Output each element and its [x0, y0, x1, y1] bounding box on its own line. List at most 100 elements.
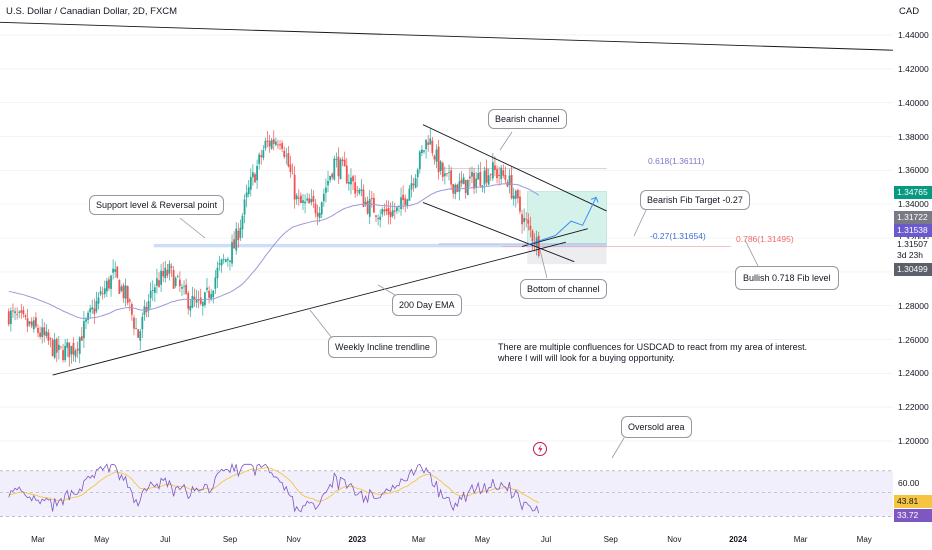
candle [373, 197, 375, 213]
candle [37, 327, 39, 333]
candle [212, 290, 215, 298]
candle [525, 218, 528, 220]
candle [471, 172, 473, 177]
candle [341, 159, 344, 162]
price-label: 1.31722 [894, 211, 932, 224]
support-pointer [179, 217, 206, 239]
long-resistance-line [0, 21, 894, 51]
candle [485, 168, 488, 183]
candle [362, 189, 365, 207]
oversold-callout[interactable]: Oversold area [621, 416, 692, 438]
candle [252, 172, 254, 178]
candle [314, 203, 317, 214]
candle [537, 235, 540, 256]
candle [318, 212, 321, 218]
candle [414, 178, 417, 188]
rebound-line [521, 228, 588, 247]
candle [118, 280, 121, 294]
candle [458, 181, 461, 192]
ema-callout[interactable]: 200 Day EMA [392, 294, 462, 316]
candle [214, 277, 217, 289]
price-label: 3d 23h [894, 250, 932, 261]
candle [160, 270, 162, 285]
x-tick-label: Jul [160, 535, 171, 544]
candle [508, 175, 511, 186]
candle [406, 199, 409, 206]
candle [333, 158, 336, 180]
y-tick-label: 1.22000 [898, 402, 929, 413]
candle [264, 140, 267, 149]
candle [222, 259, 225, 261]
candle [83, 321, 85, 339]
candle [393, 210, 396, 212]
rsi-pane [0, 462, 893, 517]
candle [45, 331, 48, 336]
candle [423, 150, 425, 152]
candle [410, 183, 413, 190]
candle [39, 332, 41, 337]
channel-top [422, 124, 607, 212]
candle [268, 140, 271, 147]
candle [122, 285, 125, 299]
candle [308, 198, 311, 204]
candle [335, 158, 338, 160]
candle [427, 142, 430, 145]
candle [312, 196, 315, 202]
candle [431, 140, 434, 153]
flash-icon[interactable] [533, 442, 547, 456]
bullish-fib-callout[interactable]: Bullish 0.718 Fib level [735, 266, 839, 290]
candle [291, 173, 294, 175]
candle [149, 290, 152, 299]
bottom-channel-callout[interactable]: Bottom of channel [520, 279, 607, 299]
candle [456, 184, 459, 193]
candle [389, 211, 392, 218]
trendline-callout[interactable]: Weekly Incline trendline [328, 336, 437, 358]
candle [124, 285, 127, 299]
candle [260, 155, 263, 158]
currency-label: CAD [899, 6, 920, 17]
candle [237, 230, 240, 241]
candle [7, 311, 10, 325]
candle [116, 266, 119, 278]
candle [306, 198, 309, 201]
candle [375, 215, 377, 217]
candle [24, 315, 27, 317]
candle [350, 177, 352, 185]
candle [153, 287, 156, 293]
candle [502, 170, 505, 176]
fib-target-pointer [633, 207, 648, 237]
candle [454, 184, 457, 195]
candle [466, 179, 469, 195]
candle [416, 169, 419, 178]
candle [128, 299, 131, 302]
bearish-channel-callout[interactable]: Bearish channel [488, 109, 567, 129]
candle [30, 321, 33, 327]
candle [473, 172, 475, 189]
candle [320, 202, 323, 215]
candle [101, 293, 104, 295]
chart-title: U.S. Dollar / Canadian Dollar, 2D, FXCM [6, 6, 178, 17]
x-tick-label: Sep [603, 535, 618, 544]
candle [479, 171, 482, 186]
candle [62, 350, 64, 361]
candle [151, 290, 154, 291]
candle [316, 212, 319, 217]
support-callout[interactable]: Support level & Reversal point [89, 195, 225, 215]
candle [435, 149, 438, 162]
candle [299, 195, 302, 204]
x-tick-label: Nov [286, 535, 301, 544]
candle [76, 348, 79, 351]
candle [356, 190, 359, 192]
y-tick-label: 1.24000 [898, 368, 929, 379]
callout-pointers [179, 131, 759, 459]
candle [448, 172, 450, 173]
rsi-ma-label: 43.81 [894, 495, 932, 508]
candle [103, 288, 106, 295]
candle [339, 159, 342, 180]
candle [66, 342, 69, 348]
y-tick-label: 1.28000 [898, 300, 929, 311]
candle [20, 310, 23, 313]
bearish-channel-pointer [499, 131, 513, 151]
candle [126, 286, 129, 303]
bearish-fib-target-callout[interactable]: Bearish Fib Target -0.27 [640, 190, 750, 210]
